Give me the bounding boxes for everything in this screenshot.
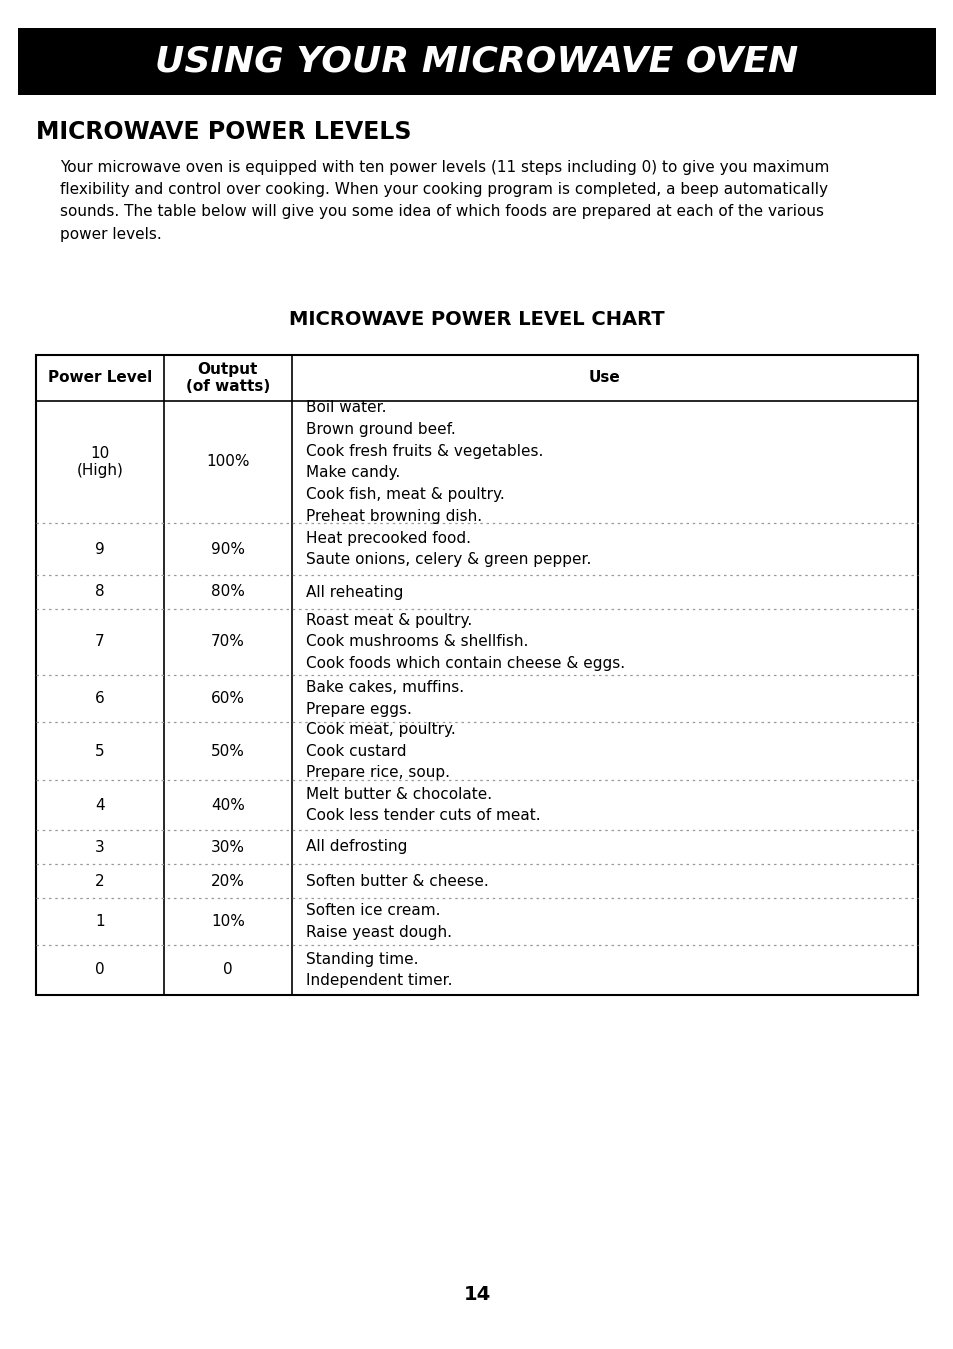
Text: 30%: 30% <box>211 839 245 854</box>
Text: Heat precooked food.
Saute onions, celery & green pepper.: Heat precooked food. Saute onions, celer… <box>306 530 591 568</box>
Text: 20%: 20% <box>211 874 245 889</box>
Text: 9: 9 <box>95 541 105 557</box>
Text: 70%: 70% <box>211 634 245 649</box>
Text: Soften ice cream.
Raise yeast dough.: Soften ice cream. Raise yeast dough. <box>306 904 452 940</box>
Text: Bake cakes, muffins.
Prepare eggs.: Bake cakes, muffins. Prepare eggs. <box>306 680 463 716</box>
Text: USING YOUR MICROWAVE OVEN: USING YOUR MICROWAVE OVEN <box>155 45 798 78</box>
Text: All defrosting: All defrosting <box>306 839 407 854</box>
Text: Use: Use <box>588 371 620 386</box>
Text: 100%: 100% <box>206 455 250 469</box>
Text: 2: 2 <box>95 874 105 889</box>
Text: 14: 14 <box>463 1286 490 1304</box>
Text: 3: 3 <box>95 839 105 854</box>
Text: Standing time.
Independent timer.: Standing time. Independent timer. <box>306 951 452 989</box>
Text: 1: 1 <box>95 915 105 929</box>
Text: Cook meat, poultry.
Cook custard
Prepare rice, soup.: Cook meat, poultry. Cook custard Prepare… <box>306 722 455 780</box>
Text: Boil water.
Brown ground beef.
Cook fresh fruits & vegetables.
Make candy.
Cook : Boil water. Brown ground beef. Cook fres… <box>306 401 542 523</box>
Text: 7: 7 <box>95 634 105 649</box>
Text: 0: 0 <box>95 962 105 978</box>
Text: 80%: 80% <box>211 584 245 599</box>
Text: 6: 6 <box>95 691 105 706</box>
Text: Power Level: Power Level <box>48 371 152 386</box>
Text: MICROWAVE POWER LEVEL CHART: MICROWAVE POWER LEVEL CHART <box>289 310 664 329</box>
Text: 10%: 10% <box>211 915 245 929</box>
Text: Soften butter & cheese.: Soften butter & cheese. <box>306 874 488 889</box>
Text: Roast meat & poultry.
Cook mushrooms & shellfish.
Cook foods which contain chees: Roast meat & poultry. Cook mushrooms & s… <box>306 612 624 670</box>
Text: 50%: 50% <box>211 743 245 758</box>
Text: 40%: 40% <box>211 797 245 812</box>
Text: 0: 0 <box>223 962 233 978</box>
Text: Output
(of watts): Output (of watts) <box>186 362 270 394</box>
Text: 10
(High): 10 (High) <box>76 445 123 478</box>
Text: All reheating: All reheating <box>306 584 403 599</box>
Text: 8: 8 <box>95 584 105 599</box>
Bar <box>18 28 935 94</box>
Text: 90%: 90% <box>211 541 245 557</box>
Bar <box>36 355 917 996</box>
Text: Your microwave oven is equipped with ten power levels (11 steps including 0) to : Your microwave oven is equipped with ten… <box>60 161 828 241</box>
Text: MICROWAVE POWER LEVELS: MICROWAVE POWER LEVELS <box>36 120 411 144</box>
Text: 5: 5 <box>95 743 105 758</box>
Text: 60%: 60% <box>211 691 245 706</box>
Text: Melt butter & chocolate.
Cook less tender cuts of meat.: Melt butter & chocolate. Cook less tende… <box>306 786 539 823</box>
Text: 4: 4 <box>95 797 105 812</box>
